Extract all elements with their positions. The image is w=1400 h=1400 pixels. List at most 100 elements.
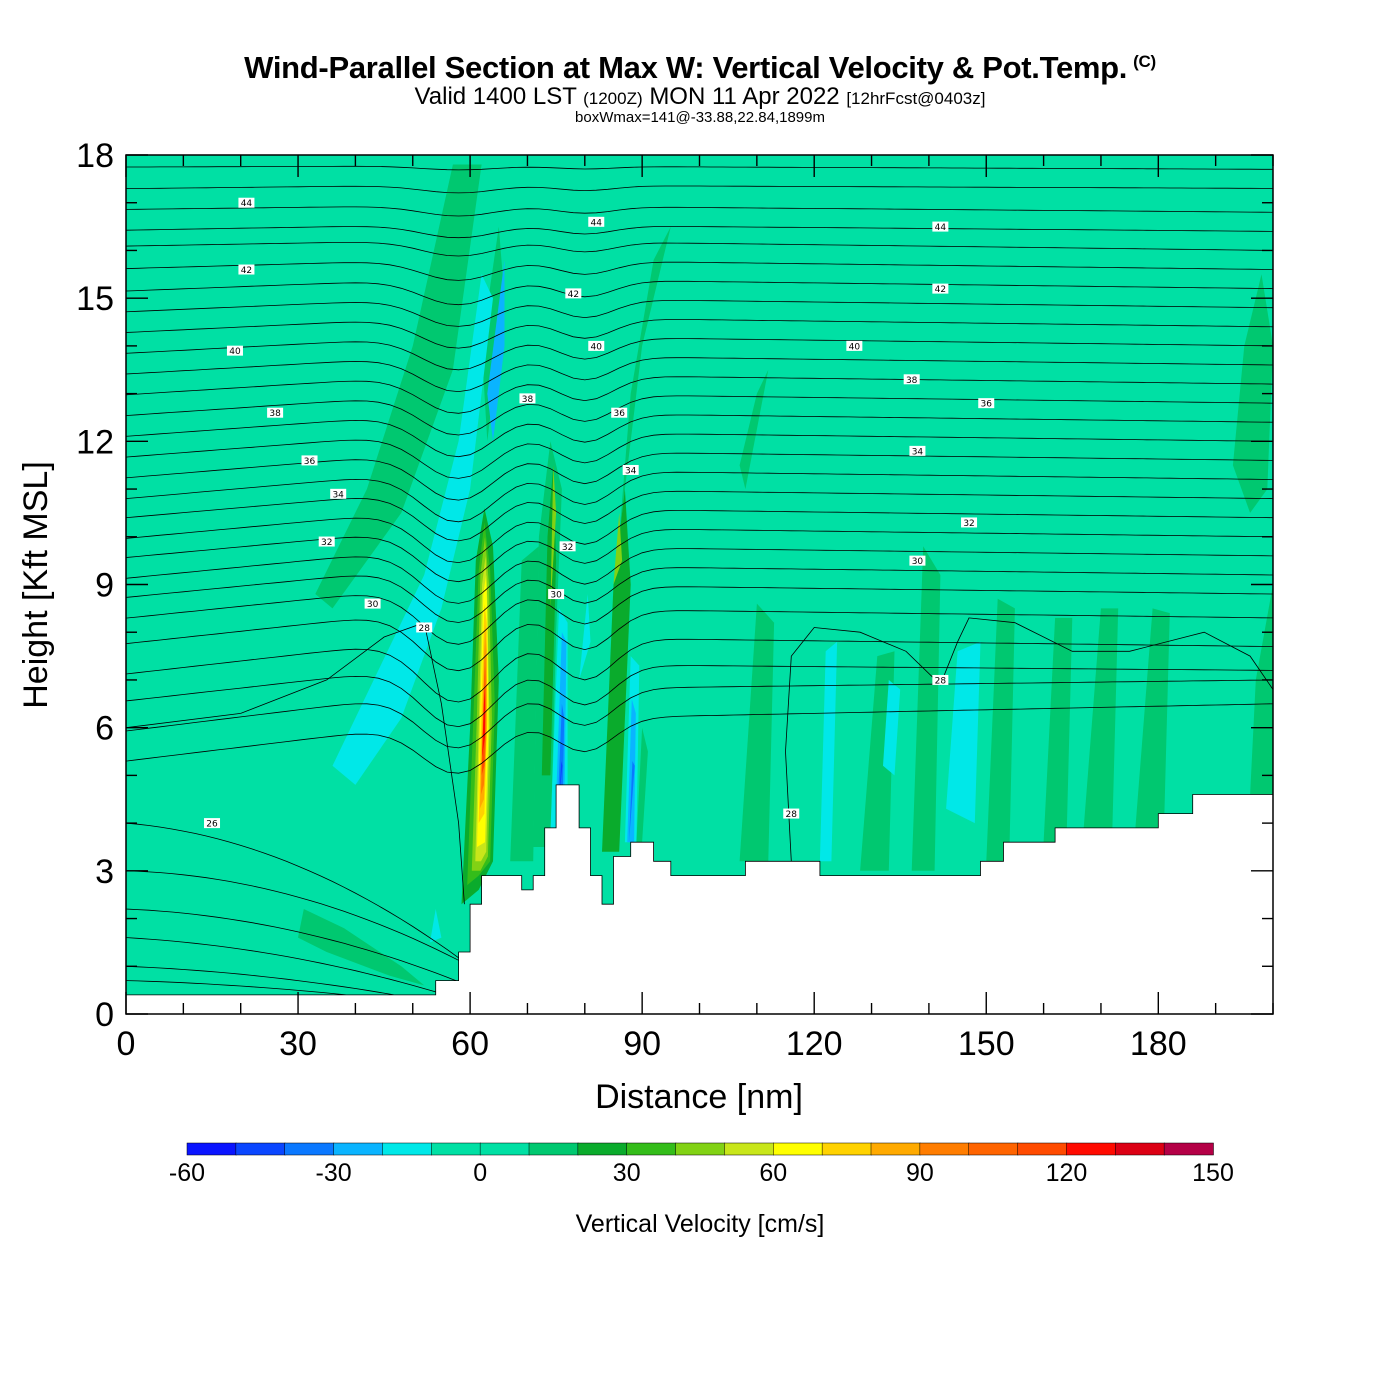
contour-label: 42 (932, 283, 949, 295)
contour-label-bg (318, 536, 335, 547)
contour-label-bg (978, 398, 995, 409)
colorbar-swatch (626, 1142, 677, 1156)
contour-label-bg (909, 445, 926, 456)
contour-label-text: 30 (367, 600, 379, 610)
contour-label: 38 (519, 393, 536, 405)
box-wmax-info: boxWmax=141@-33.88,22.84,1899m (575, 109, 825, 126)
velocity-region (550, 465, 557, 609)
x-tick-label: 180 (1130, 1025, 1187, 1063)
colorbar-tick-label: 150 (1192, 1159, 1234, 1187)
contour-label-text: 38 (269, 409, 281, 419)
velocity-region (332, 274, 493, 785)
theta-contour (785, 617, 1273, 862)
velocity-region (1135, 608, 1170, 828)
y-tick-label: 0 (95, 996, 114, 1034)
colorbar-swatch (675, 1142, 726, 1156)
contour-label-text: 38 (522, 395, 534, 405)
theta-contour (126, 937, 471, 1001)
y-axis-title: Height [Kft MSL] (17, 461, 55, 709)
velocity-region (1250, 584, 1273, 795)
valid-date: MON 11 Apr 2022 (649, 83, 840, 110)
theta-contour (126, 567, 1273, 623)
velocity-region (315, 164, 482, 609)
contour-label: 40 (846, 340, 863, 352)
contour-label: 30 (909, 555, 926, 567)
contour-label-bg (565, 288, 582, 299)
x-tick-label: 30 (279, 1025, 317, 1063)
x-tick-label: 0 (117, 1025, 136, 1063)
contour-label-bg (238, 197, 255, 208)
velocity-region (557, 703, 565, 804)
colorbar-swatch (1115, 1142, 1165, 1156)
colorbar: -60 -30 0 30 60 90 120 150 (169, 1142, 1234, 1187)
contour-label-bg (932, 283, 949, 294)
colorbar-swatch (382, 1142, 433, 1156)
contour-label-bg (622, 464, 639, 475)
contour-label-bg (238, 264, 255, 275)
vertical-velocity-field (298, 164, 1273, 986)
contour-label: 36 (611, 407, 628, 419)
contour-label: 32 (318, 536, 335, 548)
theta-contour (126, 206, 1273, 217)
y-tick-label: 12 (76, 423, 114, 461)
velocity-region (1043, 617, 1073, 843)
contour-label-text: 32 (562, 543, 573, 553)
utc-time: (1200Z) (583, 89, 643, 108)
colorbar-swatch (1163, 1142, 1214, 1156)
velocity-region (739, 603, 775, 862)
contour-label-text: 40 (229, 347, 241, 357)
contour-label-text: 42 (241, 266, 252, 276)
x-axis-ticks: 0 30 60 90 120 150 180 (117, 155, 1274, 1063)
colorbar-swatch (870, 1142, 921, 1156)
velocity-region (629, 761, 635, 843)
contour-label: 38 (903, 374, 920, 386)
colorbar-title: Vertical Velocity [cm/s] (576, 1210, 825, 1238)
velocity-region (986, 598, 1015, 862)
theta-contour (126, 433, 1273, 479)
contour-label-text: 34 (332, 490, 344, 500)
contour-label-text: 40 (591, 342, 603, 352)
contour-label-text: 30 (912, 557, 924, 567)
theta-contour (126, 165, 1273, 171)
contour-label: 30 (364, 598, 381, 610)
contour-label-text: 32 (321, 538, 332, 548)
contour-label: 36 (978, 398, 995, 410)
contour-label: 44 (238, 197, 255, 209)
theta-contour (126, 226, 1273, 239)
contour-label-bg (932, 221, 949, 232)
colorbar-swatch (821, 1142, 872, 1156)
theta-contour (126, 185, 1273, 194)
colorbar-tick-label: 30 (613, 1159, 641, 1187)
colorbar-tick-label: 90 (906, 1159, 934, 1187)
theta-contour (126, 665, 1273, 728)
contour-label: 42 (565, 288, 582, 300)
theta-contour (126, 679, 1273, 749)
contour-label-bg (519, 393, 536, 404)
colorbar-swatch (724, 1142, 775, 1156)
contour-label-bg (204, 818, 221, 829)
colorbar-tick-label: 120 (1046, 1159, 1088, 1187)
y-tick-label: 18 (76, 137, 114, 175)
contour-label-text: 28 (935, 676, 947, 686)
x-tick-label: 90 (623, 1025, 661, 1063)
velocity-region (613, 512, 623, 585)
theta-contour (126, 319, 1273, 349)
contour-label-text: 40 (849, 342, 861, 352)
velocity-region (487, 260, 505, 442)
chart-title-text: Wind-Parallel Section at Max W: Vertical… (244, 50, 1128, 85)
terrain-mask (125, 784, 1274, 1015)
potential-temperature-contours (126, 165, 1273, 1001)
velocity-region (883, 679, 901, 776)
theta-contour (126, 395, 1273, 436)
contour-label-text: 28 (418, 624, 430, 634)
theta-contour (126, 414, 1273, 458)
theta-contour (126, 471, 1273, 523)
contour-label-bg (588, 340, 605, 351)
colorbar-swatch (333, 1142, 384, 1156)
colorbar-swatch (235, 1142, 286, 1156)
contour-label-bg (364, 598, 381, 609)
contour-label-bg (226, 345, 243, 356)
contour-label-text: 28 (786, 810, 798, 820)
